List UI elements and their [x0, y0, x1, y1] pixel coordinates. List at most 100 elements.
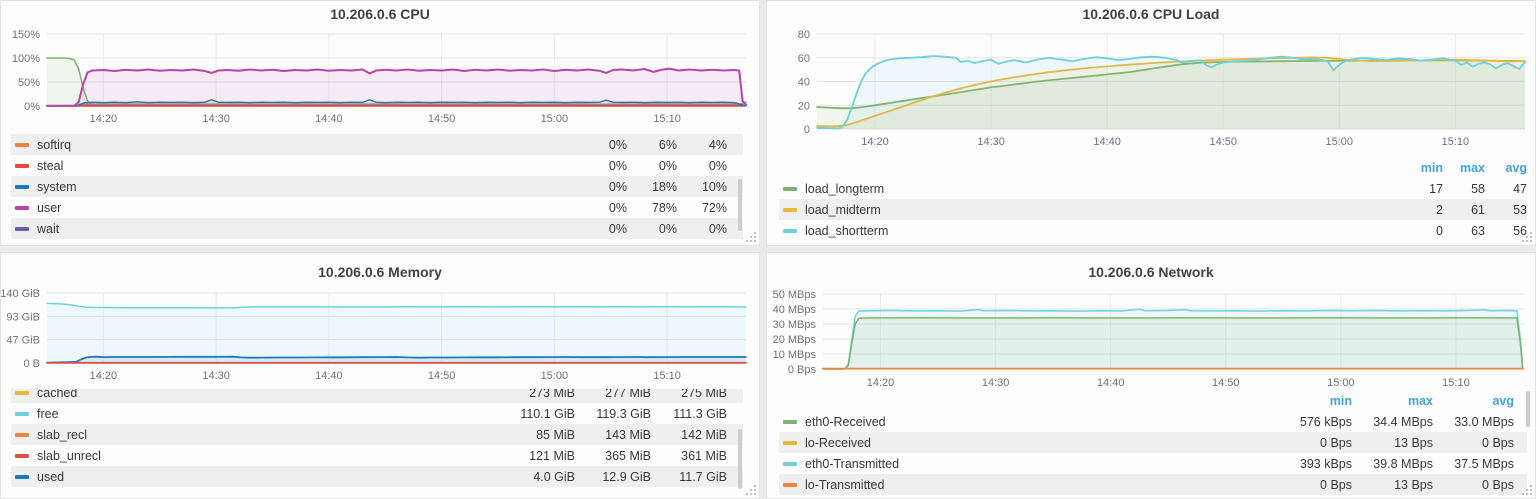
legend-row-lo-Transmitted[interactable]: lo-Transmitted 0 Bps 13 Bps 0 Bps: [779, 474, 1527, 495]
legend-sort-min[interactable]: min: [1329, 394, 1352, 408]
x-tick-label: 14:40: [1093, 136, 1121, 148]
legend-sort-avg[interactable]: avg: [1492, 394, 1514, 408]
legend-sort-min[interactable]: min: [1420, 161, 1443, 175]
legend-row-slab_recl[interactable]: slab_recl 85 MiB 143 MiB 142 MiB: [11, 424, 743, 445]
cpu-legend-scrollbar[interactable]: [738, 179, 742, 231]
series-stat-value: 0 Bps: [1482, 477, 1514, 492]
x-tick-label: 14:30: [202, 370, 230, 382]
y-tick-label: 30 MBps: [773, 319, 817, 331]
legend-row-eth0-Received[interactable]: eth0-Received 576 kBps 34.4 MBps 33.0 MBps: [779, 411, 1527, 432]
series-color-swatch[interactable]: [15, 453, 29, 458]
series-label: lo-Transmitted: [805, 477, 885, 492]
series-color-swatch[interactable]: [15, 474, 29, 479]
legend-header: min max avg: [779, 391, 1527, 411]
legend-row-load_midterm[interactable]: load_midterm 2 61 53: [779, 199, 1527, 220]
panel-title-cpu-load[interactable]: 10.206.0.6 CPU Load: [1082, 6, 1220, 22]
x-tick-label: 15:00: [541, 370, 569, 382]
legend-row-lo-Received[interactable]: lo-Received 0 Bps 13 Bps 0 Bps: [779, 432, 1527, 453]
legend-sort-max[interactable]: max: [1407, 394, 1433, 408]
legend-row-cached[interactable]: cached 273 MiB 277 MiB 275 MiB: [11, 389, 743, 403]
panel-resize-grip[interactable]: [1522, 485, 1533, 496]
series-stat-value: 47: [1513, 181, 1527, 196]
series-label: free: [37, 406, 59, 421]
legend-row-system[interactable]: system 0% 18% 10%: [11, 176, 743, 197]
series-stat-value: 0 Bps: [1320, 477, 1352, 492]
legend-row-eth0-Transmitted[interactable]: eth0-Transmitted 393 kBps 39.8 MBps 37.5 MB…: [779, 453, 1527, 474]
series-label: eth0-Transmitted: [805, 456, 900, 471]
series-label: used: [37, 469, 65, 484]
legend-row-wait[interactable]: wait 0% 0% 0%: [11, 218, 743, 239]
series-label: softirq: [37, 137, 72, 152]
panel-title-cpu[interactable]: 10.206.0.6 CPU: [330, 6, 430, 22]
y-tick-label: 40: [798, 77, 810, 89]
series-color-swatch[interactable]: [783, 186, 797, 191]
series-color-swatch[interactable]: [15, 432, 29, 437]
legend-header: min max avg: [779, 158, 1527, 178]
y-tick-label: 50%: [18, 77, 40, 89]
network-legend-scrollbar[interactable]: [1526, 391, 1530, 427]
y-tick-label: 40 MBps: [773, 304, 817, 316]
series-color-swatch[interactable]: [783, 419, 797, 424]
series-color-swatch[interactable]: [15, 205, 29, 210]
legend-sort-max[interactable]: max: [1459, 161, 1485, 175]
series-color-swatch[interactable]: [15, 226, 29, 231]
legend-row-load_shortterm[interactable]: load_shortterm 0 63 56: [779, 220, 1527, 241]
legend-row-load_longterm[interactable]: load_longterm 17 58 47: [779, 178, 1527, 199]
memory-time-series-chart[interactable]: 0 B 47 GiB 93 GiB 140 GiB 14:20 14:30 14:40 14:…: [1, 285, 759, 385]
panel-title-network[interactable]: 10.206.0.6 Network: [1088, 264, 1214, 280]
series-line-used: [46, 355, 747, 364]
y-tick-label: 93 GiB: [6, 311, 40, 323]
series-stat-value: 0%: [658, 221, 677, 236]
series-area-load_longterm: [817, 60, 1525, 129]
series-color-swatch[interactable]: [15, 184, 29, 189]
panel-resize-grip[interactable]: [1522, 232, 1533, 243]
panel-title-memory[interactable]: 10.206.0.6 Memory: [318, 264, 442, 280]
cpu-load-time-series-chart[interactable]: 0 20 40 60 80 14:20 14:30 14:40 14:50 15:00 15:10: [767, 25, 1535, 151]
series-stat-value: 0%: [608, 179, 627, 194]
x-tick-label: 15:10: [653, 113, 681, 125]
panel-resize-grip[interactable]: [746, 232, 757, 243]
series-color-swatch[interactable]: [783, 228, 797, 233]
series-label: slab_unrecl: [37, 448, 101, 463]
series-label: user: [37, 200, 62, 215]
series-stat-value: 365 MiB: [605, 448, 651, 463]
legend-row-softirq[interactable]: softirq 0% 6% 4%: [11, 134, 743, 155]
legend-row-slab_unrecl[interactable]: slab_unrecl 121 MiB 365 MiB 361 MiB: [11, 445, 743, 466]
series-stat-value: 13 Bps: [1394, 477, 1433, 492]
series-stat-value: 576 kBps: [1299, 414, 1352, 429]
series-color-swatch[interactable]: [783, 440, 797, 445]
series-label: system: [37, 179, 77, 194]
series-color-swatch[interactable]: [783, 207, 797, 212]
series-stat-value: 275 MiB: [681, 389, 727, 400]
x-tick-label: 15:10: [653, 370, 681, 382]
legend-header-spacer: [783, 399, 797, 403]
series-stat-value: 85 MiB: [536, 427, 575, 442]
series-stat-value: 273 MiB: [529, 389, 575, 400]
x-tick-label: 15:00: [541, 113, 569, 125]
series-stat-value: 12.9 GiB: [602, 469, 651, 484]
series-color-swatch[interactable]: [15, 163, 29, 168]
series-color-swatch[interactable]: [783, 461, 797, 466]
network-legend: min max avg eth0-Received 576 kBps 34.4 MBps 3…: [779, 391, 1527, 495]
series-line-load_midterm: [816, 56, 1526, 128]
series-color-swatch[interactable]: [15, 411, 29, 416]
y-tick-label: 20: [798, 100, 810, 112]
series-label: wait: [37, 221, 60, 236]
series-stat-value: 4.0 GiB: [533, 469, 575, 484]
legend-row-steal[interactable]: steal 0% 0% 0%: [11, 155, 743, 176]
legend-row-free[interactable]: free 110.1 GiB 119.3 GiB 111.3 GiB: [11, 403, 743, 424]
series-stat-value: 0%: [608, 137, 627, 152]
legend-sort-avg[interactable]: avg: [1505, 161, 1527, 175]
series-color-swatch[interactable]: [783, 482, 797, 487]
series-color-swatch[interactable]: [15, 390, 29, 395]
panel-cpu-load: 10.206.0.6 CPU Load 0 20 40 60 80 14:20 14:30 1…: [766, 0, 1536, 246]
memory-legend-scrollbar[interactable]: [738, 429, 742, 489]
series-color-swatch[interactable]: [15, 142, 29, 147]
x-tick-label: 15:00: [1326, 136, 1354, 148]
legend-row-user[interactable]: user 0% 78% 72%: [11, 197, 743, 218]
network-time-series-chart[interactable]: 0 Bps 10 MBps 20 MBps 30 MBps 40 MBps 50 MBps…: [767, 285, 1535, 391]
cpu-time-series-chart[interactable]: 0% 50% 100% 150% 14:20 14:30 14:40 14:50 15:00 15…: [1, 25, 759, 129]
panel-resize-grip[interactable]: [746, 485, 757, 496]
x-tick-label: 15:10: [1442, 136, 1470, 148]
legend-row-used[interactable]: used 4.0 GiB 12.9 GiB 11.7 GiB: [11, 466, 743, 487]
